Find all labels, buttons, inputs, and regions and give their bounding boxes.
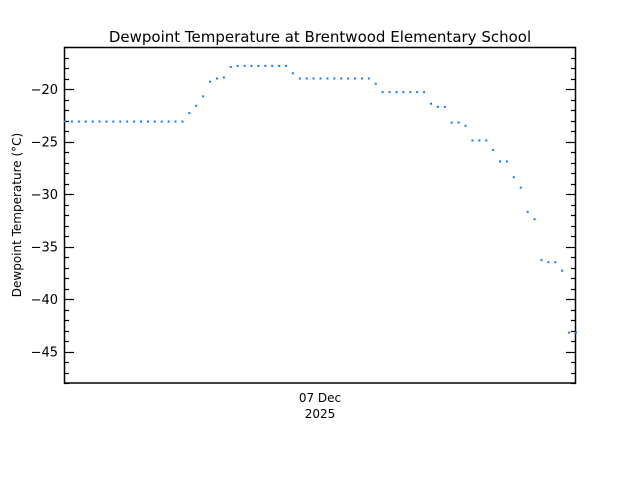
data-point bbox=[367, 77, 370, 80]
data-point bbox=[167, 120, 170, 123]
y-tick-label: −40 bbox=[31, 293, 58, 308]
data-point bbox=[395, 91, 398, 94]
data-point bbox=[374, 82, 377, 85]
data-point bbox=[195, 104, 198, 107]
data-point bbox=[429, 102, 432, 105]
data-point bbox=[278, 64, 281, 67]
data-point bbox=[305, 77, 308, 80]
data-point bbox=[153, 120, 156, 123]
data-point bbox=[202, 95, 205, 98]
data-point bbox=[84, 120, 87, 123]
data-point bbox=[561, 269, 564, 272]
data-point bbox=[492, 148, 495, 151]
data-point bbox=[139, 120, 142, 123]
data-point bbox=[160, 120, 163, 123]
data-point bbox=[409, 91, 412, 94]
y-tick-label: −45 bbox=[31, 346, 58, 361]
data-point bbox=[319, 77, 322, 80]
y-tick-label: −20 bbox=[31, 83, 58, 98]
data-point bbox=[457, 121, 460, 124]
data-point bbox=[174, 120, 177, 123]
data-point bbox=[298, 77, 301, 80]
data-point bbox=[98, 120, 101, 123]
data-point bbox=[236, 64, 239, 67]
data-point bbox=[478, 139, 481, 142]
data-point bbox=[512, 176, 515, 179]
data-point bbox=[526, 210, 529, 213]
x-tick-label-day: 07 Dec bbox=[299, 391, 341, 405]
data-point bbox=[423, 91, 426, 94]
y-axis-ticks: −20 −25 −30 −35 −40 −45 bbox=[31, 46, 576, 385]
data-point bbox=[243, 64, 246, 67]
data-point bbox=[533, 218, 536, 221]
data-points bbox=[64, 64, 577, 334]
y-tick-label: −30 bbox=[31, 188, 58, 203]
data-point bbox=[112, 120, 115, 123]
data-point bbox=[450, 121, 453, 124]
data-point bbox=[91, 120, 94, 123]
data-point bbox=[70, 120, 73, 123]
data-point bbox=[436, 105, 439, 108]
data-point bbox=[105, 120, 108, 123]
data-point bbox=[499, 160, 502, 163]
data-point bbox=[312, 77, 315, 80]
data-point bbox=[257, 64, 260, 67]
y-axis-label: Dewpoint Temperature (°C) bbox=[10, 133, 24, 297]
data-point bbox=[360, 77, 363, 80]
data-point bbox=[215, 77, 218, 80]
chart-title: Dewpoint Temperature at Brentwood Elemen… bbox=[109, 28, 531, 46]
data-point bbox=[388, 91, 391, 94]
x-tick-label-year: 2025 bbox=[305, 407, 336, 421]
data-point bbox=[471, 139, 474, 142]
data-point bbox=[347, 77, 350, 80]
data-point bbox=[326, 77, 329, 80]
data-point bbox=[119, 120, 122, 123]
data-point bbox=[416, 91, 419, 94]
data-point bbox=[250, 64, 253, 67]
plot-frame bbox=[63, 46, 577, 384]
data-point bbox=[284, 64, 287, 67]
data-point bbox=[381, 91, 384, 94]
data-point bbox=[443, 105, 446, 108]
data-point bbox=[146, 120, 149, 123]
data-point bbox=[209, 80, 212, 83]
data-point bbox=[271, 64, 274, 67]
data-point bbox=[126, 120, 129, 123]
data-point bbox=[64, 120, 67, 123]
data-point bbox=[505, 160, 508, 163]
data-point bbox=[575, 331, 577, 334]
y-tick-label: −35 bbox=[31, 241, 58, 256]
data-point bbox=[464, 124, 467, 127]
data-point bbox=[188, 112, 191, 115]
y-tick-label: −25 bbox=[31, 136, 58, 151]
data-point bbox=[181, 120, 184, 123]
data-point bbox=[291, 72, 294, 75]
data-point bbox=[568, 331, 571, 334]
data-point bbox=[402, 91, 405, 94]
data-point bbox=[540, 259, 543, 262]
data-point bbox=[222, 76, 225, 79]
data-point bbox=[519, 186, 522, 189]
data-point bbox=[264, 64, 267, 67]
data-point bbox=[340, 77, 343, 80]
data-point bbox=[133, 120, 136, 123]
data-point bbox=[229, 65, 232, 68]
data-point bbox=[354, 77, 357, 80]
data-point bbox=[77, 120, 80, 123]
data-point bbox=[547, 261, 550, 264]
data-point bbox=[485, 139, 488, 142]
data-point bbox=[333, 77, 336, 80]
data-point bbox=[554, 261, 557, 264]
